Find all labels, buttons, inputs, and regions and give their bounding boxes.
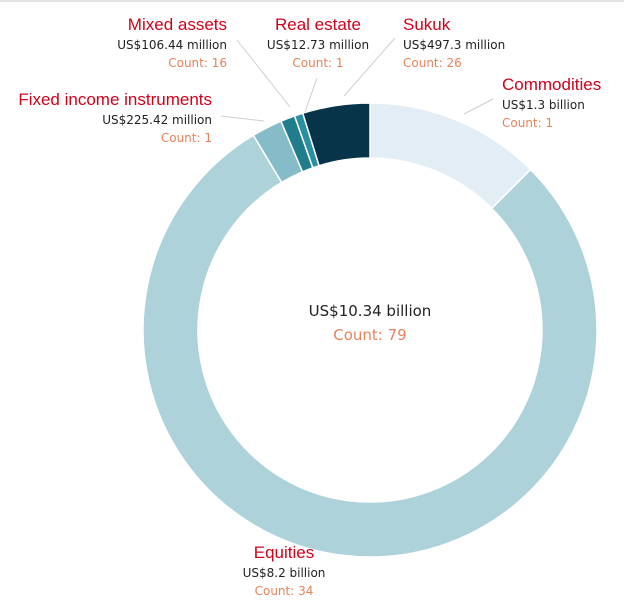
slice-count: Count: 1 xyxy=(160,131,212,145)
label-sukuk: Sukuk US$497.3 million Count: 26 xyxy=(403,16,505,69)
label-mixed-assets: Mixed assets US$106.44 million Count: 16 xyxy=(117,16,227,69)
slice-count: Count: 1 xyxy=(502,116,554,130)
slice-sukuk[interactable] xyxy=(301,102,371,167)
slice-count: Count: 16 xyxy=(168,56,227,70)
slice-count: Count: 1 xyxy=(292,56,344,70)
slice-count: Count: 34 xyxy=(254,584,314,598)
slice-name: Fixed income instruments xyxy=(18,90,212,109)
slice-name: Commodities xyxy=(502,75,602,94)
slice-value: US$8.2 billion xyxy=(242,566,326,580)
slice-value: US$225.42 million xyxy=(102,113,212,127)
total-value: US$10.34 billion xyxy=(308,302,432,320)
slice-value: US$12.73 million xyxy=(266,38,370,52)
label-equities: Equities US$8.2 billion Count: 34 xyxy=(224,544,344,597)
label-real-estate: Real estate US$12.73 million Count: 1 xyxy=(258,16,378,69)
slice-name: Equities xyxy=(253,543,315,562)
slice-name: Mixed assets xyxy=(127,15,227,34)
slice-value: US$1.3 billion xyxy=(502,98,585,112)
leader-mixed-assets xyxy=(236,39,291,108)
donut-center-total: US$10.34 billion Count: 79 xyxy=(270,302,470,344)
slice-value: US$497.3 million xyxy=(403,38,506,52)
slice-value: US$106.44 million xyxy=(117,38,227,52)
total-count: Count: 79 xyxy=(333,326,407,344)
leader-real-estate xyxy=(304,77,318,113)
leader-fixed-income xyxy=(220,115,265,122)
leader-sukuk xyxy=(343,37,396,97)
label-commodities: Commodities US$1.3 billion Count: 1 xyxy=(502,76,601,129)
slice-name: Sukuk xyxy=(403,15,451,34)
slice-name: Real estate xyxy=(275,15,361,34)
leader-commodities xyxy=(463,98,494,115)
top-border xyxy=(0,0,624,2)
slice-equities[interactable] xyxy=(142,134,598,558)
label-fixed-income: Fixed income instruments US$225.42 milli… xyxy=(18,91,212,144)
slice-count: Count: 26 xyxy=(403,56,462,70)
